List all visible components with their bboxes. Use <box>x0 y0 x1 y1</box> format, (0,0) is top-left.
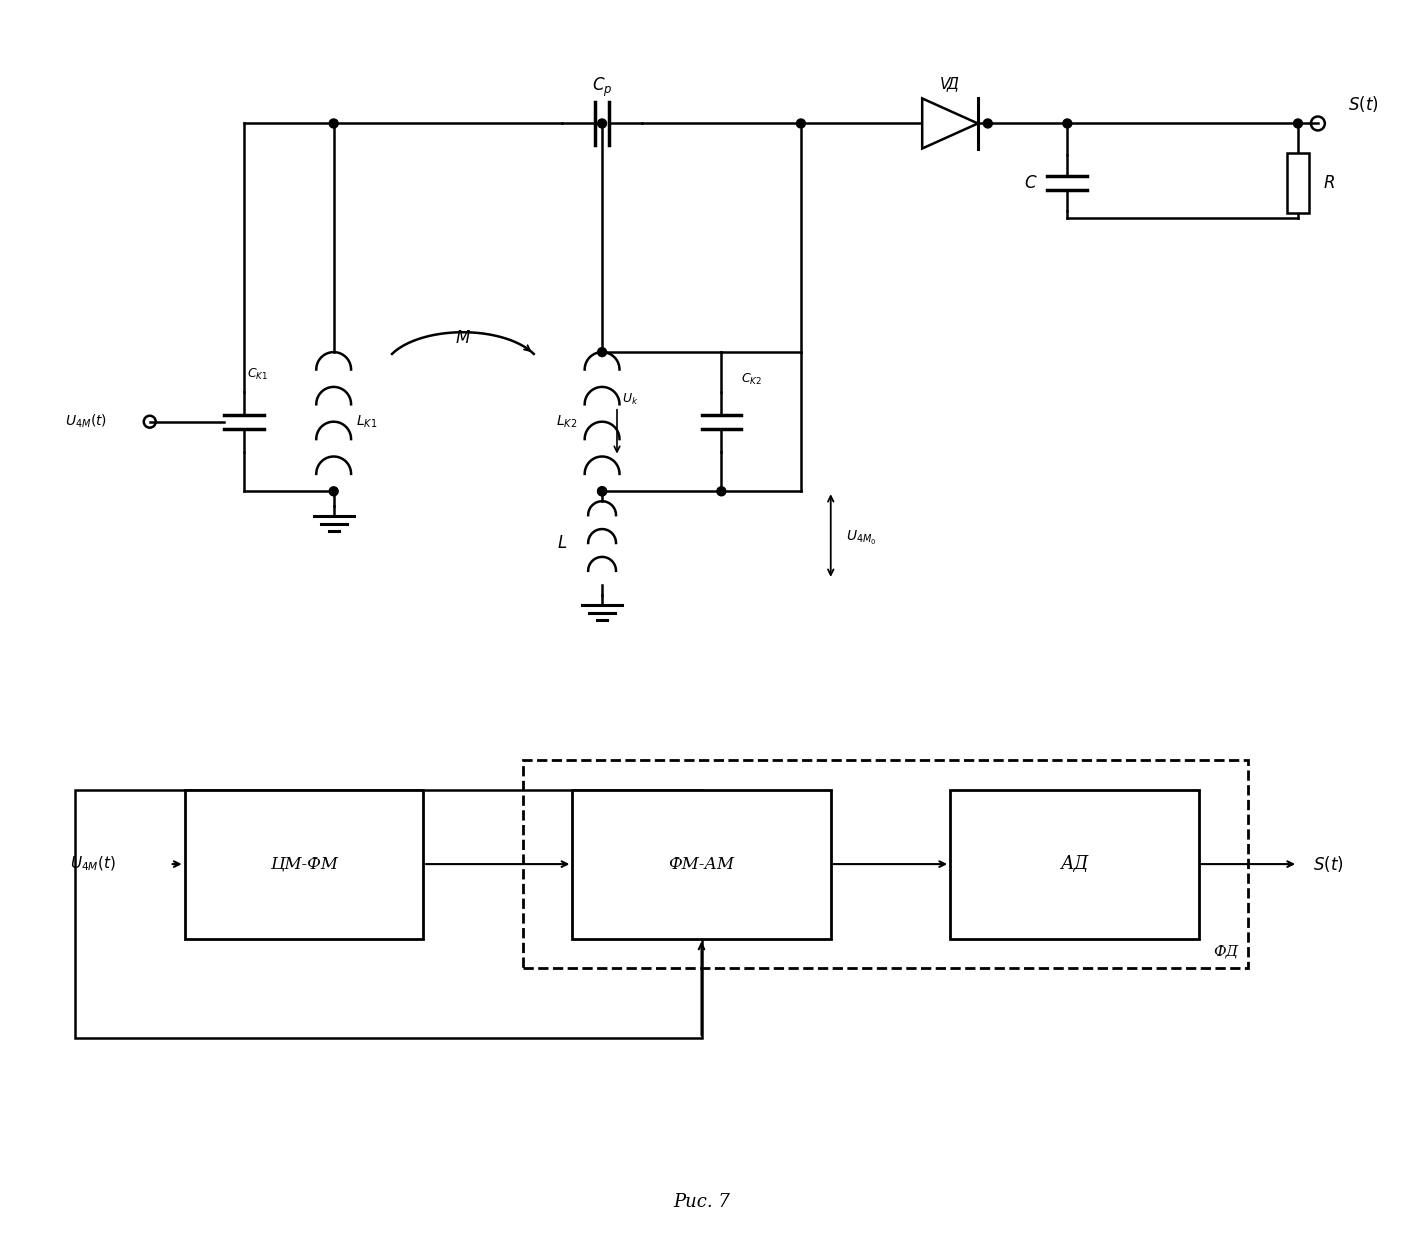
Circle shape <box>598 487 606 495</box>
Circle shape <box>1063 119 1072 128</box>
Text: $R$: $R$ <box>1323 174 1334 193</box>
Polygon shape <box>922 99 978 149</box>
Text: $C_{K1}$: $C_{K1}$ <box>247 367 268 382</box>
Text: $S(t)$: $S(t)$ <box>1348 94 1378 114</box>
Circle shape <box>598 348 606 357</box>
Circle shape <box>598 119 606 128</box>
Bar <box>1287 154 1309 213</box>
Bar <box>185 789 424 938</box>
Text: $L_{K1}$: $L_{K1}$ <box>355 414 377 430</box>
Text: $S(t)$: $S(t)$ <box>1313 854 1344 874</box>
Circle shape <box>984 119 992 128</box>
Text: $U_{4M}(t)$: $U_{4M}(t)$ <box>70 854 116 873</box>
Circle shape <box>330 487 338 495</box>
Text: $U_k$: $U_k$ <box>622 392 638 407</box>
Text: АД: АД <box>1061 856 1089 873</box>
Bar <box>572 789 831 938</box>
Text: ФМ-АМ: ФМ-АМ <box>668 856 735 873</box>
Bar <box>76 789 702 1038</box>
Bar <box>950 789 1198 938</box>
Text: $C$: $C$ <box>1024 174 1037 193</box>
Text: $L_{K2}$: $L_{K2}$ <box>556 414 577 430</box>
Text: $U_{4M_0}$: $U_{4M_0}$ <box>846 529 877 547</box>
Circle shape <box>717 487 725 495</box>
Text: $M$: $M$ <box>455 329 471 347</box>
Text: Рис. 7: Рис. 7 <box>673 1193 730 1211</box>
Circle shape <box>797 119 805 128</box>
Text: ЦМ-ФМ: ЦМ-ФМ <box>269 856 338 873</box>
Circle shape <box>330 119 338 128</box>
Bar <box>522 759 1249 968</box>
Circle shape <box>1294 119 1302 128</box>
Text: $L$: $L$ <box>557 534 567 552</box>
Text: $C_{K2}$: $C_{K2}$ <box>741 372 762 387</box>
Text: $U_{4M}(t)$: $U_{4M}(t)$ <box>66 413 108 430</box>
Text: ФД: ФД <box>1214 945 1239 958</box>
Text: $C_p$: $C_p$ <box>592 75 612 99</box>
Text: $V\!Д$: $V\!Д$ <box>940 75 961 94</box>
Circle shape <box>598 487 606 495</box>
